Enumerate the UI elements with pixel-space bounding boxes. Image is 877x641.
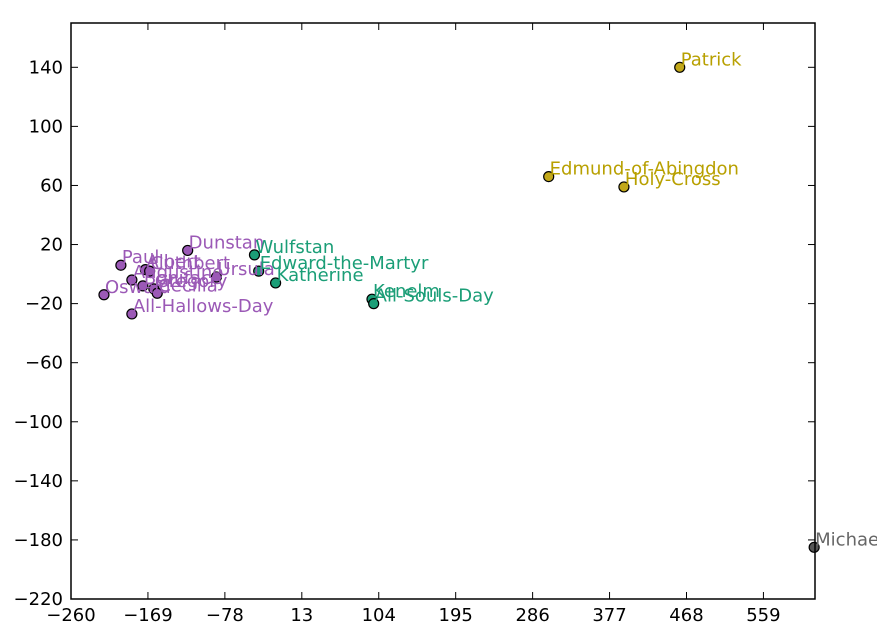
point-label: Dunstan (189, 232, 265, 253)
data-point (808, 541, 820, 553)
point-label: Kenelm (373, 281, 440, 302)
point-label: All-Hallows-Day (133, 296, 274, 317)
x-tick-label: 377 (592, 605, 626, 626)
data-point (618, 181, 630, 193)
point-label: Edward-the-Martyr (260, 253, 429, 274)
y-tick-label: 140 (29, 57, 63, 78)
data-point (126, 308, 138, 320)
point-label: Katherine (277, 265, 364, 286)
x-tick-label: −169 (123, 605, 172, 626)
point-label: All-Souls-Day (375, 286, 494, 307)
axis-ticks: −260 −169 −78 13 104 195 286 377 468 559 140 100 60 2… (14, 23, 815, 626)
point-label: Patrick (681, 49, 742, 70)
point-label: Augustine (133, 262, 223, 283)
data-point (144, 265, 156, 277)
data-point (674, 61, 686, 73)
point-label: Holy-Cross (625, 169, 721, 190)
y-tick-label: 20 (40, 235, 63, 256)
data-point (368, 298, 380, 310)
data-point (126, 274, 138, 286)
x-tick-label: 104 (362, 605, 396, 626)
x-tick-label: 13 (290, 605, 313, 626)
data-point (182, 244, 194, 257)
x-tick-label: 286 (515, 605, 549, 626)
y-tick-label: −220 (14, 589, 63, 610)
point-label: Edmund-of-Abingdon (550, 159, 739, 180)
data-points (98, 61, 820, 553)
data-point (253, 265, 265, 277)
point-labels: Dunstan PaulAlbertCuthbertUrsulaAugustine… (105, 49, 877, 550)
y-tick-label: −180 (14, 530, 63, 551)
point-label: Paul (122, 247, 160, 268)
y-tick-label: 100 (29, 116, 63, 137)
plot-frame (70, 22, 816, 600)
data-point (151, 287, 163, 299)
point-label: Wulfstan (255, 237, 334, 258)
data-point (270, 277, 282, 289)
data-point (248, 249, 261, 261)
y-tick-label: 60 (40, 175, 63, 196)
data-point (98, 289, 110, 301)
point-label: Oswald (105, 277, 171, 298)
point-label: Ursula (217, 259, 274, 280)
y-tick-label: −140 (14, 471, 63, 492)
x-tick-label: 559 (746, 605, 780, 626)
point-label: Michael (815, 529, 877, 550)
point-label: Cecilia (158, 275, 218, 296)
y-tick-label: −20 (25, 294, 63, 315)
x-tick-label: −78 (206, 605, 244, 626)
point-label: Albert (146, 252, 200, 273)
y-tick-label: −60 (25, 353, 63, 374)
x-tick-label: 468 (669, 605, 703, 626)
point-label: Boniface (144, 268, 222, 289)
point-label: Cuthbert (151, 253, 230, 274)
data-point (210, 271, 223, 283)
x-tick-label: 195 (439, 605, 473, 626)
x-tick-label: −260 (46, 605, 95, 626)
data-point (543, 171, 555, 183)
point-label: Gregory (155, 271, 228, 292)
y-tick-label: −100 (14, 412, 63, 433)
data-point (137, 280, 149, 292)
data-point (115, 259, 127, 271)
